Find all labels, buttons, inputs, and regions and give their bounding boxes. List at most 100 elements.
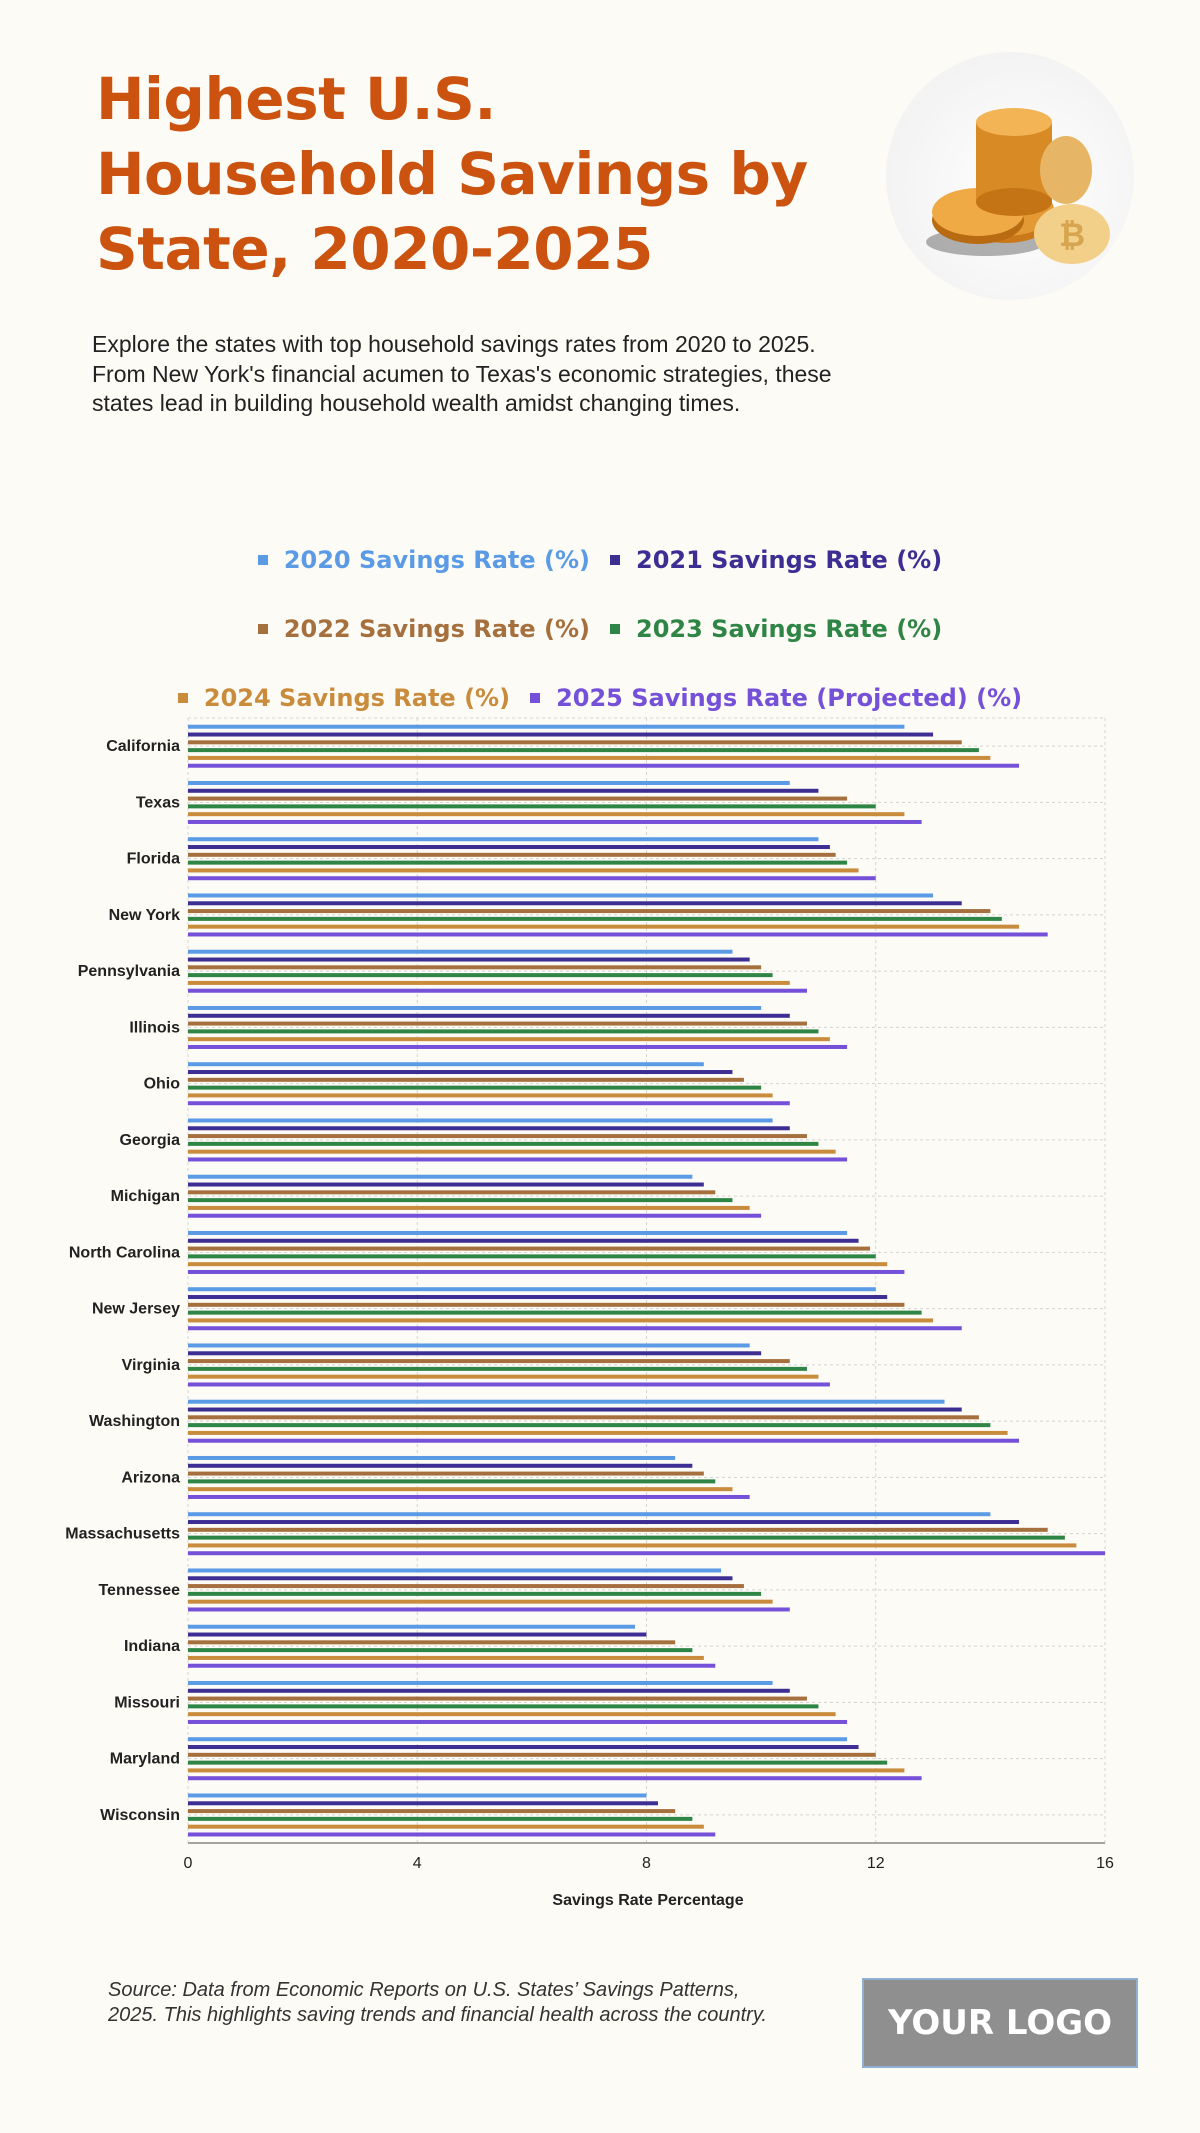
- bar[interactable]: Ohio — 2021 Savings Rate (%): 9.5: [188, 1070, 733, 1075]
- bar[interactable]: California — 2025 Savings Rate (Projecte…: [188, 763, 1020, 768]
- bar[interactable]: Texas — 2022 Savings Rate (%): 11.5: [188, 796, 848, 801]
- bar[interactable]: Illinois — 2021 Savings Rate (%): 10.5: [188, 1013, 790, 1018]
- bar[interactable]: Arizona — 2020 Savings Rate (%): 8.5: [188, 1455, 676, 1460]
- bar[interactable]: Illinois — 2020 Savings Rate (%): 10: [188, 1005, 762, 1010]
- bar[interactable]: New York — 2025 Savings Rate (Projected)…: [188, 932, 1048, 937]
- bar[interactable]: Wisconsin — 2022 Savings Rate (%): 8.5: [188, 1809, 676, 1814]
- legend-item-2025[interactable]: 2025 Savings Rate (Projected) (%): [530, 684, 1022, 712]
- bar[interactable]: Massachusetts — 2023 Savings Rate (%): 1…: [188, 1535, 1065, 1540]
- bar[interactable]: California — 2022 Savings Rate (%): 13.5: [188, 740, 962, 745]
- bar[interactable]: Missouri — 2023 Savings Rate (%): 11: [188, 1704, 819, 1709]
- bar[interactable]: Michigan — 2023 Savings Rate (%): 9.5: [188, 1198, 733, 1203]
- bar[interactable]: California — 2020 Savings Rate (%): 12.5: [188, 724, 905, 729]
- bar[interactable]: Wisconsin — 2023 Savings Rate (%): 8.8: [188, 1816, 693, 1821]
- bar[interactable]: Texas — 2020 Savings Rate (%): 10.5: [188, 780, 790, 785]
- bar[interactable]: Illinois — 2022 Savings Rate (%): 10.8: [188, 1021, 807, 1026]
- bar[interactable]: Washington — 2024 Savings Rate (%): 14.3: [188, 1430, 1008, 1435]
- bar[interactable]: North Carolina — 2025 Savings Rate (Proj…: [188, 1269, 905, 1274]
- bar[interactable]: New Jersey — 2020 Savings Rate (%): 12: [188, 1287, 876, 1292]
- bar[interactable]: Arizona — 2024 Savings Rate (%): 9.5: [188, 1487, 733, 1492]
- bar[interactable]: Missouri — 2022 Savings Rate (%): 10.8: [188, 1696, 807, 1701]
- bar[interactable]: Indiana — 2024 Savings Rate (%): 9: [188, 1655, 704, 1660]
- bar[interactable]: Maryland — 2025 Savings Rate (Projected)…: [188, 1776, 922, 1781]
- bar[interactable]: Ohio — 2024 Savings Rate (%): 10.2: [188, 1093, 773, 1098]
- bar[interactable]: North Carolina — 2024 Savings Rate (%): …: [188, 1262, 888, 1267]
- bar[interactable]: Florida — 2021 Savings Rate (%): 11.2: [188, 845, 830, 850]
- bar[interactable]: Virginia — 2024 Savings Rate (%): 11: [188, 1374, 819, 1379]
- bar[interactable]: Maryland — 2022 Savings Rate (%): 12: [188, 1752, 876, 1757]
- bar[interactable]: Missouri — 2021 Savings Rate (%): 10.5: [188, 1688, 790, 1693]
- bar[interactable]: Pennsylvania — 2025 Savings Rate (Projec…: [188, 988, 807, 993]
- bar[interactable]: New York — 2021 Savings Rate (%): 13.5: [188, 901, 962, 906]
- bar[interactable]: Michigan — 2024 Savings Rate (%): 9.8: [188, 1205, 750, 1210]
- bar[interactable]: Georgia — 2025 Savings Rate (Projected) …: [188, 1157, 848, 1162]
- bar[interactable]: Maryland — 2024 Savings Rate (%): 12.5: [188, 1768, 905, 1773]
- bar[interactable]: California — 2023 Savings Rate (%): 13.8: [188, 748, 979, 753]
- bar[interactable]: Texas — 2024 Savings Rate (%): 12.5: [188, 812, 905, 817]
- bar[interactable]: Indiana — 2022 Savings Rate (%): 8.5: [188, 1640, 676, 1645]
- bar[interactable]: Ohio — 2022 Savings Rate (%): 9.7: [188, 1077, 744, 1082]
- bar[interactable]: Washington — 2023 Savings Rate (%): 14: [188, 1423, 991, 1428]
- bar[interactable]: California — 2024 Savings Rate (%): 14: [188, 755, 991, 760]
- bar[interactable]: Tennessee — 2023 Savings Rate (%): 10: [188, 1591, 762, 1596]
- legend-item-2023[interactable]: 2023 Savings Rate (%): [610, 615, 942, 643]
- bar[interactable]: New York — 2022 Savings Rate (%): 14: [188, 909, 991, 914]
- bar[interactable]: Indiana — 2023 Savings Rate (%): 8.8: [188, 1648, 693, 1653]
- bar[interactable]: Washington — 2025 Savings Rate (Projecte…: [188, 1438, 1020, 1443]
- bar[interactable]: Arizona — 2022 Savings Rate (%): 9: [188, 1471, 704, 1476]
- bar[interactable]: North Carolina — 2022 Savings Rate (%): …: [188, 1246, 871, 1251]
- bar[interactable]: Michigan — 2022 Savings Rate (%): 9.2: [188, 1190, 716, 1195]
- bar[interactable]: Washington — 2021 Savings Rate (%): 13.5: [188, 1407, 962, 1412]
- bar[interactable]: Massachusetts — 2022 Savings Rate (%): 1…: [188, 1527, 1048, 1532]
- bar[interactable]: New York — 2020 Savings Rate (%): 13: [188, 893, 934, 898]
- bar[interactable]: Illinois — 2025 Savings Rate (Projected)…: [188, 1044, 848, 1049]
- bar[interactable]: Virginia — 2020 Savings Rate (%): 9.8: [188, 1343, 750, 1348]
- bar[interactable]: New York — 2023 Savings Rate (%): 14.2: [188, 916, 1002, 921]
- bar[interactable]: New Jersey — 2025 Savings Rate (Projecte…: [188, 1326, 962, 1331]
- bar[interactable]: Florida — 2024 Savings Rate (%): 11.7: [188, 868, 859, 873]
- bar[interactable]: Massachusetts — 2025 Savings Rate (Proje…: [188, 1551, 1105, 1556]
- bar[interactable]: Maryland — 2021 Savings Rate (%): 11.7: [188, 1745, 859, 1750]
- bar[interactable]: Georgia — 2023 Savings Rate (%): 11: [188, 1141, 819, 1146]
- bar[interactable]: Washington — 2020 Savings Rate (%): 13.2: [188, 1399, 945, 1404]
- bar[interactable]: Massachusetts — 2020 Savings Rate (%): 1…: [188, 1512, 991, 1517]
- bar[interactable]: Tennessee — 2022 Savings Rate (%): 9.7: [188, 1584, 744, 1589]
- bar[interactable]: Texas — 2023 Savings Rate (%): 12: [188, 804, 876, 809]
- bar[interactable]: Tennessee — 2024 Savings Rate (%): 10.2: [188, 1599, 773, 1604]
- bar[interactable]: Arizona — 2023 Savings Rate (%): 9.2: [188, 1479, 716, 1484]
- bar[interactable]: Florida — 2022 Savings Rate (%): 11.3: [188, 852, 836, 857]
- bar[interactable]: New Jersey — 2021 Savings Rate (%): 12.2: [188, 1295, 888, 1300]
- bar[interactable]: New Jersey — 2023 Savings Rate (%): 12.8: [188, 1310, 922, 1315]
- bar[interactable]: Indiana — 2025 Savings Rate (Projected) …: [188, 1663, 716, 1668]
- bar[interactable]: Florida — 2020 Savings Rate (%): 11: [188, 837, 819, 842]
- bar[interactable]: Texas — 2021 Savings Rate (%): 11: [188, 788, 819, 793]
- bar[interactable]: Ohio — 2020 Savings Rate (%): 9: [188, 1062, 704, 1067]
- bar[interactable]: Massachusetts — 2021 Savings Rate (%): 1…: [188, 1520, 1020, 1525]
- bar[interactable]: Arizona — 2025 Savings Rate (Projected) …: [188, 1494, 750, 1499]
- bar[interactable]: Pennsylvania — 2023 Savings Rate (%): 10…: [188, 973, 773, 978]
- bar[interactable]: Wisconsin — 2020 Savings Rate (%): 8: [188, 1793, 647, 1798]
- bar[interactable]: Illinois — 2024 Savings Rate (%): 11.2: [188, 1037, 830, 1042]
- bar[interactable]: Georgia — 2024 Savings Rate (%): 11.3: [188, 1149, 836, 1154]
- legend-item-2024[interactable]: 2024 Savings Rate (%): [177, 684, 510, 712]
- legend-item-2022[interactable]: 2022 Savings Rate (%): [257, 615, 590, 643]
- bar[interactable]: Ohio — 2025 Savings Rate (Projected) (%)…: [188, 1101, 790, 1106]
- bar[interactable]: Ohio — 2023 Savings Rate (%): 10: [188, 1085, 762, 1090]
- bar[interactable]: Maryland — 2023 Savings Rate (%): 12.2: [188, 1760, 888, 1765]
- bar[interactable]: New Jersey — 2022 Savings Rate (%): 12.5: [188, 1302, 905, 1307]
- bar[interactable]: Arizona — 2021 Savings Rate (%): 8.8: [188, 1463, 693, 1468]
- bar[interactable]: Wisconsin — 2025 Savings Rate (Projected…: [188, 1832, 716, 1837]
- bar[interactable]: North Carolina — 2021 Savings Rate (%): …: [188, 1238, 859, 1243]
- bar[interactable]: Virginia — 2023 Savings Rate (%): 10.8: [188, 1366, 807, 1371]
- bar[interactable]: Georgia — 2020 Savings Rate (%): 10.2: [188, 1118, 773, 1123]
- bar[interactable]: Florida — 2023 Savings Rate (%): 11.5: [188, 860, 848, 865]
- bar[interactable]: Virginia — 2021 Savings Rate (%): 10: [188, 1351, 762, 1356]
- bar[interactable]: Illinois — 2023 Savings Rate (%): 11: [188, 1029, 819, 1034]
- bar[interactable]: Virginia — 2025 Savings Rate (Projected)…: [188, 1382, 830, 1387]
- bar[interactable]: New York — 2024 Savings Rate (%): 14.5: [188, 924, 1020, 929]
- bar[interactable]: Georgia — 2022 Savings Rate (%): 10.8: [188, 1134, 807, 1139]
- bar[interactable]: Michigan — 2020 Savings Rate (%): 8.8: [188, 1174, 693, 1179]
- bar[interactable]: North Carolina — 2020 Savings Rate (%): …: [188, 1230, 848, 1235]
- bar[interactable]: Michigan — 2021 Savings Rate (%): 9: [188, 1182, 704, 1187]
- bar[interactable]: New Jersey — 2024 Savings Rate (%): 13: [188, 1318, 934, 1323]
